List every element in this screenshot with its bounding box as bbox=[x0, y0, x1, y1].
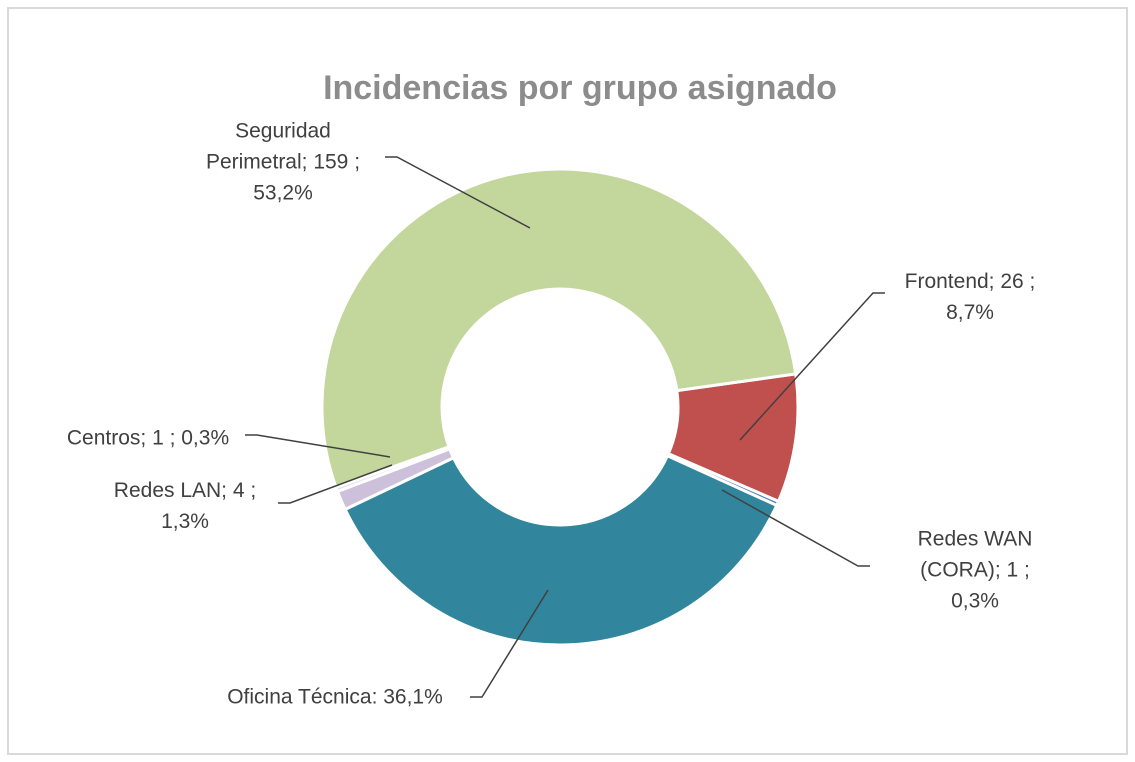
leader-line bbox=[470, 589, 549, 698]
leader-line bbox=[721, 489, 870, 567]
data-label: Redes LAN; 4 ; 1,3% bbox=[113, 479, 257, 533]
donut-slice bbox=[320, 167, 798, 490]
donut-slice bbox=[343, 453, 779, 647]
data-label: Redes WAN (CORA); 1 ; 0,3% bbox=[917, 527, 1033, 613]
data-label: Oficina Técnica: 36,1% bbox=[227, 685, 443, 709]
leader-line bbox=[739, 292, 885, 441]
leader-line bbox=[245, 434, 391, 458]
data-label: Frontend; 26 ; 8,7% bbox=[904, 270, 1036, 324]
chart-title: Incidencias por grupo asignado bbox=[323, 69, 837, 107]
data-label: Seguridad Perimetral; 159 ; 53,2% bbox=[205, 119, 361, 205]
leader-line bbox=[278, 464, 393, 504]
data-label: Centros; 1 ; 0,3% bbox=[66, 426, 230, 450]
leader-line bbox=[385, 156, 531, 229]
